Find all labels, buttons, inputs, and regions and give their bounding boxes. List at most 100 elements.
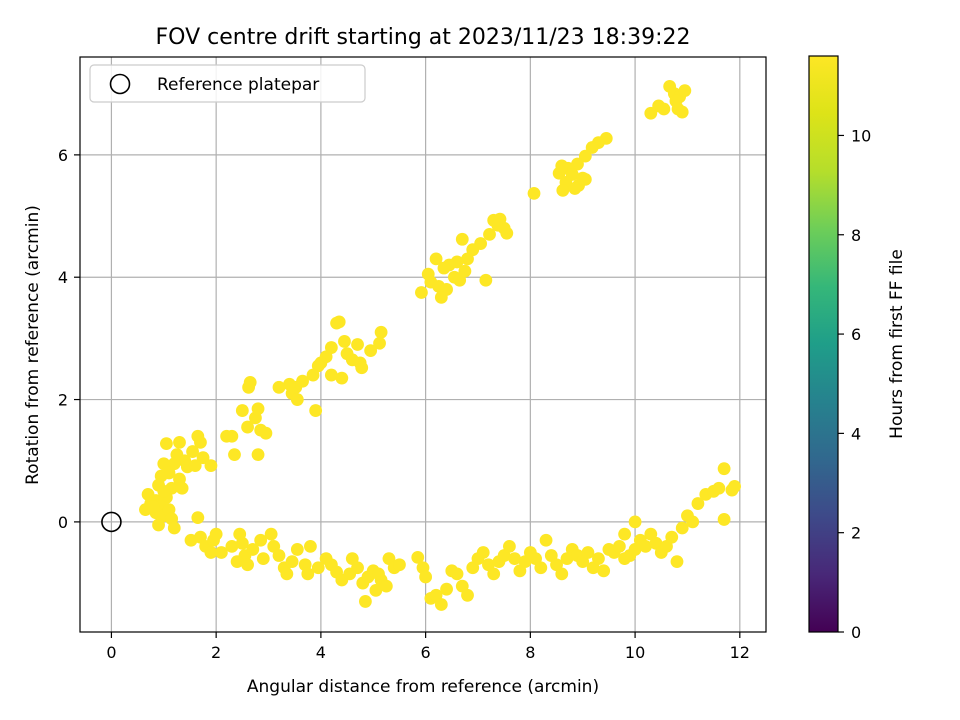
drift-point (191, 511, 205, 525)
drift-point (450, 567, 464, 581)
drift-point (440, 582, 453, 596)
drift-point (675, 521, 689, 535)
axis-ticks: 0 2 4 6 8 10 12 0 2 4 6 (58, 146, 750, 662)
drift-point (304, 539, 317, 553)
x-tick-label: 6 (421, 643, 431, 662)
drift-point (256, 552, 270, 565)
drift-point (146, 500, 160, 514)
y-tick-label: 4 (58, 268, 68, 287)
y-tick-label: 6 (58, 146, 68, 165)
grid-lines (80, 57, 766, 632)
drift-point (309, 404, 323, 417)
drift-point (235, 404, 249, 417)
drift-point (280, 567, 294, 581)
colorbar-tick-label: 0 (851, 623, 861, 642)
drift-point (335, 371, 349, 385)
colorbar-ticks: 0 2 4 6 8 10 (838, 126, 871, 642)
drift-point (434, 290, 448, 304)
drift-point (290, 543, 304, 556)
drift-point (461, 252, 474, 266)
drift-point (296, 374, 309, 388)
drift-point (285, 555, 299, 569)
drift-point (578, 149, 592, 163)
drift-point (503, 539, 516, 553)
drift-point (657, 102, 671, 116)
x-tick-label: 10 (625, 643, 645, 662)
drift-point (230, 555, 244, 569)
drift-point (691, 497, 705, 510)
drift-point (152, 518, 165, 532)
drift-point (173, 435, 186, 449)
y-tick-label: 2 (58, 391, 68, 410)
drift-point (254, 533, 268, 547)
drift-point (330, 316, 343, 330)
x-tick-label: 4 (316, 643, 326, 662)
drift-point (527, 187, 541, 200)
drift-point (188, 459, 202, 473)
drift-point (639, 539, 652, 553)
drift-point (669, 94, 683, 108)
drift-point (235, 536, 249, 550)
colorbar-tick-label: 6 (851, 325, 861, 344)
drift-point (204, 546, 218, 559)
drift-point (419, 570, 433, 584)
drift-point (686, 515, 700, 529)
drift-point (678, 84, 692, 98)
drift-point (479, 273, 493, 287)
drift-point (411, 550, 425, 564)
drift-point (242, 380, 256, 394)
drift-point (374, 325, 388, 339)
drift-point (415, 286, 428, 299)
drift-point (581, 546, 595, 559)
drift-point (665, 530, 679, 544)
y-tick-label: 0 (58, 513, 68, 532)
drift-point (373, 336, 386, 350)
drift-point (434, 598, 448, 611)
colorbar: 0 2 4 6 8 10 Hours from first FF file (808, 55, 907, 642)
drift-point (306, 368, 320, 382)
colorbar-tick-label: 10 (851, 126, 871, 145)
drift-point (160, 437, 173, 450)
colorbar-tick-label: 2 (851, 524, 861, 543)
drift-point (508, 552, 522, 565)
x-tick-label: 8 (525, 643, 535, 662)
drift-point (225, 539, 239, 553)
reference-platepar-marker (101, 511, 122, 533)
drift-point (272, 549, 286, 562)
drift-point (717, 513, 731, 526)
drift-point (355, 361, 369, 375)
drift-point (311, 561, 325, 575)
drift-point (264, 527, 278, 541)
drift-point (194, 435, 207, 449)
drift-point (539, 533, 553, 547)
drift-point (175, 481, 189, 495)
drift-point (358, 595, 372, 608)
x-tick-label: 12 (730, 643, 750, 662)
drift-point (476, 546, 490, 559)
drift-point (290, 393, 304, 406)
drift-point (675, 105, 689, 119)
legend-entry-reference-platepar: Reference platepar (157, 75, 319, 95)
legend-box (89, 64, 366, 103)
drift-point (555, 567, 569, 581)
drift-point (670, 555, 684, 569)
drift-point (228, 448, 241, 462)
drift-point (487, 567, 501, 581)
legend-marker-icon (109, 73, 131, 95)
drift-point (597, 564, 611, 578)
drift-point (351, 338, 364, 351)
drift-point (585, 141, 599, 154)
x-axis-label: Angular distance from reference (arcmin) (247, 677, 599, 697)
drift-point (157, 484, 171, 498)
drift-point (612, 539, 626, 553)
drift-point (429, 252, 443, 266)
drift-point (728, 480, 741, 493)
drift-point (618, 527, 632, 541)
drift-point (712, 481, 726, 495)
scatter-points (139, 79, 741, 611)
drift-point (301, 567, 315, 581)
colorbar-label: Hours from first FF file (887, 249, 907, 439)
drift-point (259, 426, 273, 440)
drift-point (534, 561, 548, 575)
drift-point (379, 579, 393, 593)
